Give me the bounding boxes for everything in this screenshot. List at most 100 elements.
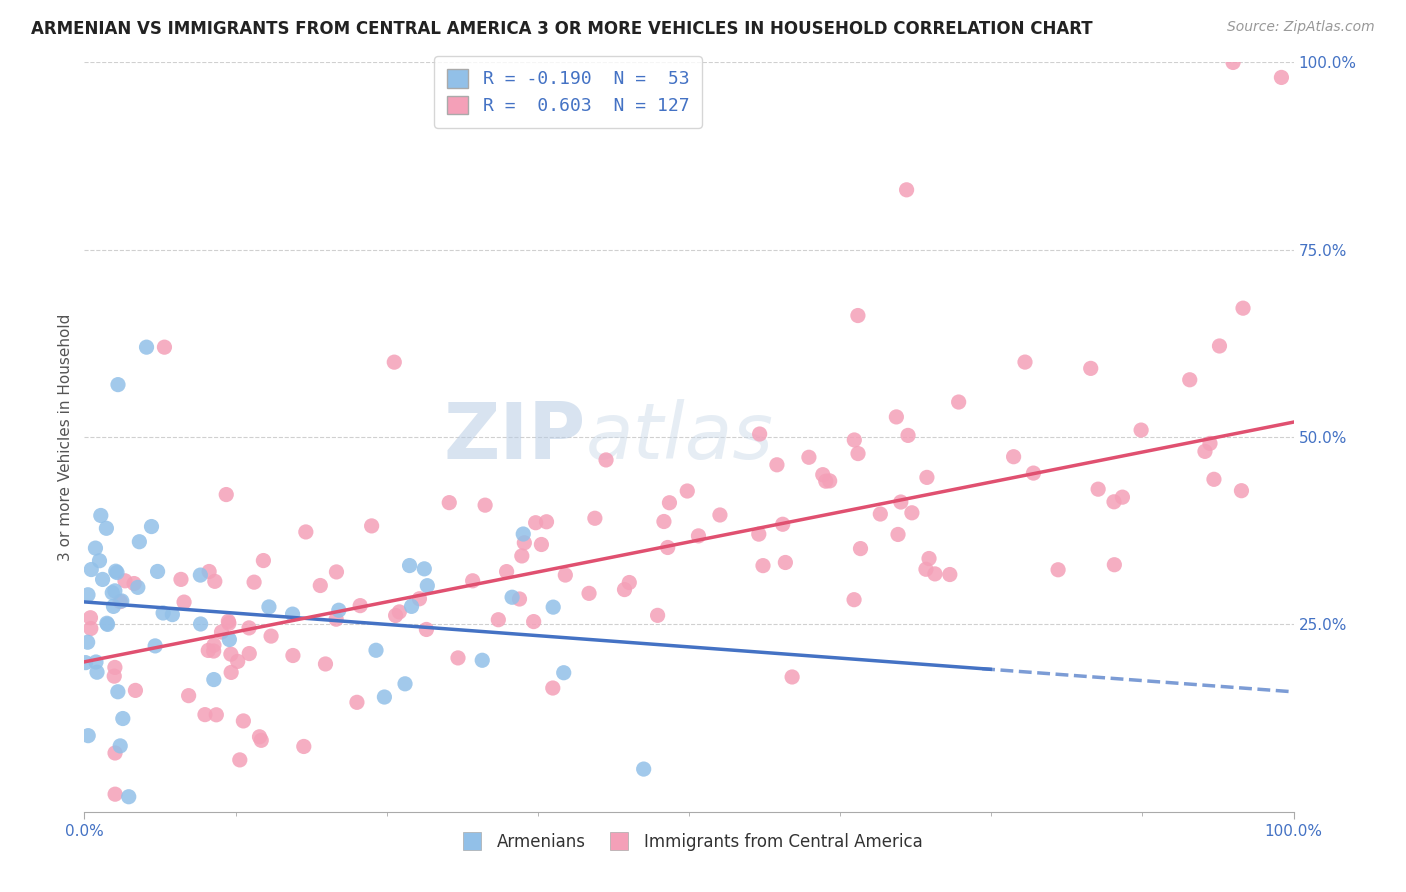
Point <box>918 551 941 566</box>
Point <box>249 730 271 744</box>
Point <box>1022 466 1045 480</box>
Point <box>205 707 228 722</box>
Point <box>104 787 127 801</box>
Point <box>127 580 149 594</box>
Point <box>1208 339 1230 353</box>
Point <box>1232 301 1254 315</box>
Point <box>595 453 617 467</box>
Point <box>869 507 891 521</box>
Point <box>86 665 108 680</box>
Point <box>202 673 225 687</box>
Point <box>413 562 436 576</box>
Point <box>108 594 131 608</box>
Point <box>818 474 841 488</box>
Point <box>1104 558 1126 572</box>
Point <box>243 575 266 590</box>
Point <box>583 511 606 525</box>
Point <box>553 665 575 680</box>
Point <box>173 595 195 609</box>
Point <box>1014 355 1036 369</box>
Point <box>1222 55 1244 70</box>
Point <box>439 495 461 509</box>
Point <box>128 534 150 549</box>
Point <box>382 355 405 369</box>
Point <box>384 608 406 623</box>
Point <box>257 599 280 614</box>
Point <box>105 566 128 580</box>
Point <box>135 340 157 354</box>
Point <box>797 450 820 465</box>
Point <box>96 617 118 632</box>
Point <box>281 648 304 663</box>
Point <box>103 599 125 614</box>
Point <box>202 638 225 652</box>
Point <box>84 655 107 669</box>
Point <box>401 599 423 614</box>
Point <box>613 582 636 597</box>
Point <box>398 558 420 573</box>
Point <box>524 516 547 530</box>
Point <box>190 568 212 582</box>
Point <box>1087 482 1109 496</box>
Point <box>96 616 118 631</box>
Point <box>554 568 576 582</box>
Point <box>846 309 869 323</box>
Point <box>124 683 146 698</box>
Point <box>530 537 553 551</box>
Point <box>364 643 387 657</box>
Point <box>501 591 523 605</box>
Point <box>325 612 347 626</box>
Point <box>578 586 600 600</box>
Point <box>238 621 260 635</box>
Point <box>198 565 221 579</box>
Point <box>523 615 546 629</box>
Point <box>1202 472 1225 486</box>
Point <box>536 515 558 529</box>
Point <box>1047 563 1070 577</box>
Point <box>709 508 731 522</box>
Point <box>849 541 872 556</box>
Point <box>170 573 193 587</box>
Point <box>924 566 946 581</box>
Point <box>177 689 200 703</box>
Point <box>1270 70 1292 85</box>
Point <box>76 635 98 649</box>
Point <box>647 608 669 623</box>
Point <box>118 789 141 804</box>
Point <box>1194 444 1216 458</box>
Point <box>772 517 794 532</box>
Point <box>91 573 114 587</box>
Text: Source: ZipAtlas.com: Source: ZipAtlas.com <box>1227 20 1375 34</box>
Point <box>1080 361 1102 376</box>
Point <box>218 616 240 631</box>
Point <box>328 603 350 617</box>
Point <box>846 446 869 460</box>
Point <box>104 746 127 760</box>
Point <box>146 565 169 579</box>
Point <box>219 665 242 680</box>
Point <box>309 578 332 592</box>
Point <box>948 395 970 409</box>
Point <box>111 712 134 726</box>
Point <box>152 606 174 620</box>
Point <box>204 574 226 589</box>
Text: ZIP: ZIP <box>444 399 586 475</box>
Point <box>510 549 533 563</box>
Point <box>89 554 111 568</box>
Point <box>495 565 517 579</box>
Point <box>218 632 240 647</box>
Point <box>360 519 382 533</box>
Point <box>162 607 184 622</box>
Point <box>541 681 564 695</box>
Point <box>388 605 411 619</box>
Point <box>75 656 97 670</box>
Point <box>1002 450 1025 464</box>
Point <box>415 623 437 637</box>
Point <box>373 690 395 704</box>
Point <box>633 762 655 776</box>
Point <box>104 583 127 598</box>
Point <box>748 427 770 442</box>
Point <box>122 576 145 591</box>
Point <box>238 647 260 661</box>
Point <box>346 695 368 709</box>
